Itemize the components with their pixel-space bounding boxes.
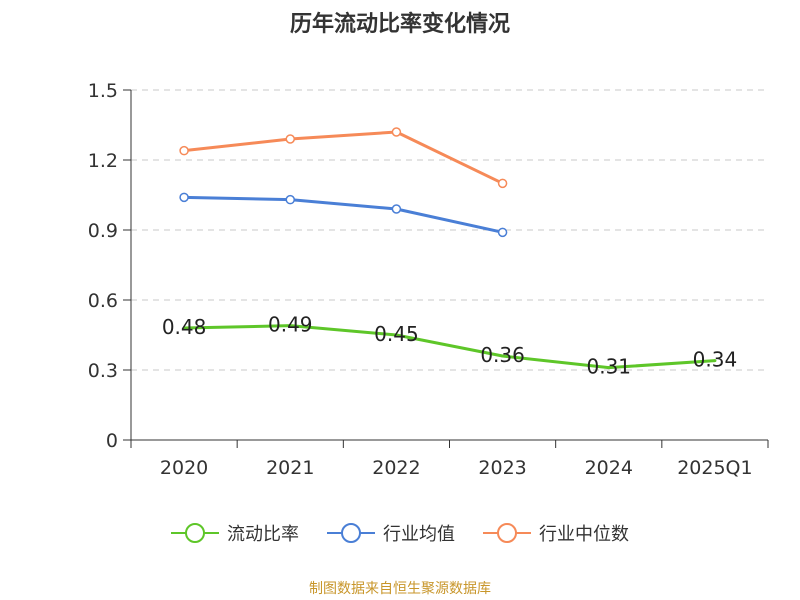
data-point: [394, 333, 398, 337]
legend-label: 流动比率: [227, 524, 299, 545]
data-point: [391, 127, 402, 137]
source-note: 制图数据来自恒生聚源数据库: [309, 581, 491, 597]
y-tick-label: 0.6: [88, 290, 118, 312]
data-point: [607, 366, 611, 370]
series-1: [179, 192, 508, 238]
series-line: [184, 195, 503, 234]
data-label: 0.31: [586, 355, 631, 379]
data-point: [179, 145, 189, 156]
chart-title: 历年流动比率变化情况: [289, 12, 510, 37]
legend-marker-icon: [171, 523, 219, 543]
data-label: 0.34: [693, 348, 738, 372]
x-tick-label: 2025Q1: [677, 457, 752, 479]
data-point: [713, 359, 717, 363]
data-point: [285, 134, 295, 144]
legend-item[interactable]: 行业均值: [327, 520, 455, 546]
data-label: 0.49: [268, 313, 313, 337]
legend-label: 行业均值: [383, 524, 455, 545]
legend-item[interactable]: 流动比率: [171, 520, 299, 546]
x-tick-label: 2020: [160, 457, 208, 479]
series-2: [179, 127, 508, 189]
y-tick-label: 0.9: [88, 220, 118, 242]
data-point: [285, 194, 295, 205]
x-tick-label: 2022: [372, 457, 420, 479]
x-tick-label: 2023: [478, 457, 526, 479]
data-label: 0.45: [374, 322, 419, 346]
legend-marker-icon: [483, 523, 531, 543]
y-tick-label: 0: [106, 430, 118, 452]
x-tick-label: 2024: [585, 457, 633, 479]
y-tick-label: 1.5: [88, 80, 118, 102]
series-0: [182, 324, 717, 370]
data-point: [497, 178, 508, 189]
data-label: 0.36: [480, 343, 525, 367]
legend-label: 行业中位数: [539, 524, 629, 545]
x-tick-label: 2021: [266, 457, 314, 479]
data-point: [497, 227, 508, 238]
data-point: [391, 204, 402, 214]
series-line: [183, 130, 504, 185]
y-tick-label: 0.3: [88, 360, 118, 382]
series-line: [184, 324, 716, 370]
y-tick-label: 1.2: [88, 150, 118, 172]
data-label: 0.48: [162, 315, 207, 339]
legend-item[interactable]: 行业中位数: [483, 520, 629, 546]
legend: 流动比率 行业均值 行业中位数: [0, 520, 800, 546]
data-point: [179, 192, 189, 203]
data-point: [182, 326, 186, 330]
data-point: [288, 324, 292, 328]
legend-marker-icon: [327, 523, 375, 543]
data-point: [501, 354, 505, 358]
